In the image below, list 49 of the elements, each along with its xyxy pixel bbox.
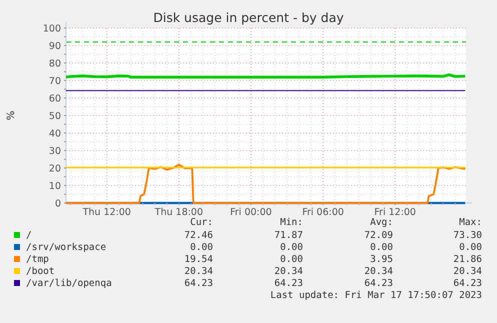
legend-label: /var/lib/openqa bbox=[26, 278, 112, 289]
text: 72.46 bbox=[184, 230, 214, 241]
text: Max: bbox=[459, 217, 482, 228]
text: 0.00 bbox=[370, 242, 394, 253]
text: 21.86 bbox=[453, 254, 482, 265]
text: 0.00 bbox=[280, 254, 304, 265]
y-tick-label: 40 bbox=[48, 128, 61, 140]
text: 73.30 bbox=[453, 230, 482, 241]
text: 0.00 bbox=[190, 242, 214, 253]
y-tick-label: 50 bbox=[48, 111, 61, 122]
chart-title: Disk usage in percent - by day bbox=[153, 10, 344, 25]
text: 64.23 bbox=[364, 278, 393, 289]
y-tick-label: 60 bbox=[48, 94, 61, 104]
text: 20.34 bbox=[274, 266, 304, 277]
text: 64.23 bbox=[184, 278, 213, 289]
text: Cur: bbox=[190, 217, 213, 228]
y-tick-label: 20 bbox=[48, 164, 61, 174]
text: 19.54 bbox=[184, 254, 214, 265]
text: 72.09 bbox=[364, 230, 394, 241]
text: 20.34 bbox=[364, 266, 394, 277]
x-tick-label: Fri 12:00 bbox=[374, 207, 416, 218]
legend-label: /srv/workspace bbox=[26, 242, 106, 253]
text: 20.34 bbox=[453, 266, 482, 277]
text: 64.23 bbox=[274, 278, 303, 289]
y-tick-label: 10 bbox=[48, 181, 61, 192]
y-tick-label: 30 bbox=[48, 146, 61, 157]
x-tick-label: Fri 06:00 bbox=[302, 207, 344, 218]
legend-label: / bbox=[26, 230, 32, 241]
y-tick-label: 90 bbox=[48, 41, 61, 52]
text: Min: bbox=[280, 217, 303, 228]
y-tick-label: 80 bbox=[48, 58, 61, 70]
y-axis-title: % bbox=[6, 110, 17, 120]
y-tick-label: 0 bbox=[54, 198, 61, 210]
text: 71.87 bbox=[274, 230, 303, 241]
text: 0.00 bbox=[459, 242, 482, 253]
x-tick-label: Thu 12:00 bbox=[82, 207, 131, 218]
x-tick-label: Fri 00:00 bbox=[230, 207, 272, 218]
text: 0.00 bbox=[280, 242, 304, 253]
legend-label: /tmp bbox=[26, 254, 50, 265]
y-tick-label: 100 bbox=[42, 24, 61, 34]
text: 64.23 bbox=[453, 278, 482, 289]
text: 3.95 bbox=[370, 254, 393, 265]
y-tick-label: 70 bbox=[48, 76, 61, 87]
text: 20.34 bbox=[184, 266, 214, 277]
line-series bbox=[65, 164, 466, 204]
legend-label: /boot bbox=[26, 266, 55, 277]
x-tick-label: Thu 18:00 bbox=[154, 207, 204, 218]
text: Avg: bbox=[370, 217, 393, 228]
text: Last update: Fri Mar 17 17:50:07 2023 bbox=[270, 290, 482, 301]
